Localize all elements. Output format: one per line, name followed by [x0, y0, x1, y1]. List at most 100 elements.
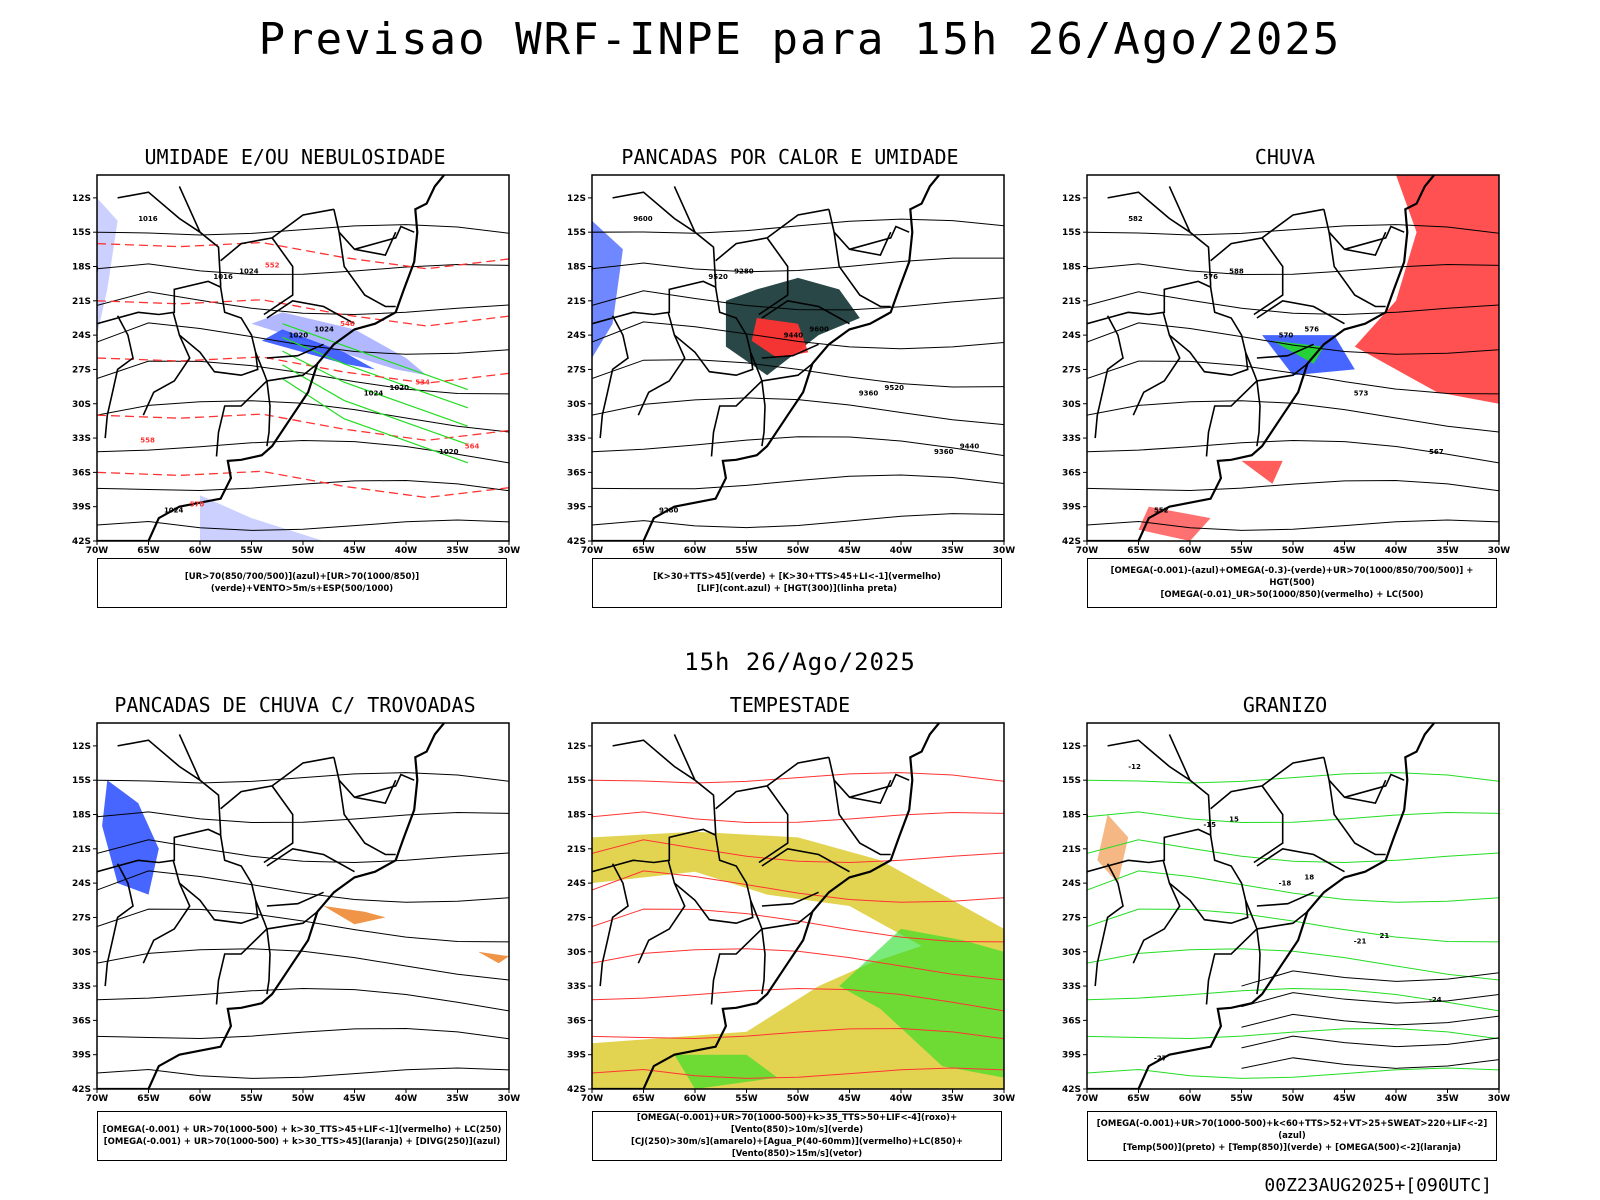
map: 582 576 570 573 567 552 588 576 12S 15S 18S 21S 24S 2… [1062, 174, 1510, 556]
state-border [354, 225, 415, 251]
lat-tick-label: 36S [72, 468, 91, 478]
lon-tick-label: 35W [1436, 546, 1459, 556]
state-border [178, 186, 201, 233]
state-border [220, 756, 335, 810]
contour-label: -24 [1429, 996, 1442, 1004]
state-border [1328, 232, 1386, 308]
lat-tick-label: 33S [1062, 982, 1081, 992]
lat-tick-label: 27S [567, 365, 586, 375]
lon-tick-label: 55W [240, 546, 263, 556]
state-border [1256, 891, 1314, 907]
state-border [1094, 863, 1124, 987]
state-border [758, 237, 789, 316]
state-border [354, 773, 415, 799]
state-border [1253, 237, 1284, 316]
map-borders [592, 723, 940, 1089]
lon-tick-label: 30W [1488, 1094, 1511, 1104]
contour-label: 1016 [213, 273, 233, 281]
lon-tick-label: 60W [684, 546, 707, 556]
state-border [263, 237, 294, 316]
contour-label: -15 [1203, 821, 1216, 829]
contour-lines [1087, 772, 1499, 1079]
lon-tick-label: 60W [189, 546, 212, 556]
contour-label: -27 [1154, 1054, 1167, 1062]
contour-label: 564 [465, 442, 480, 450]
state-border [1210, 756, 1325, 810]
contour-label: 1024 [239, 267, 259, 275]
lon-tick-label: 65W [1127, 546, 1150, 556]
lon-tick-label: 40W [890, 546, 913, 556]
state-border [761, 847, 850, 873]
lat-tick-label: 42S [1062, 537, 1081, 547]
state-border [266, 299, 355, 325]
panel-pancadas-trovoadas: PANCADAS DE CHUVA C/ TROVOADAS 12S 15S 18S… [45, 693, 545, 1163]
lon-tick-label: 70W [86, 1094, 109, 1104]
state-border [1344, 773, 1405, 799]
state-border [1256, 380, 1261, 447]
lat-tick-label: 15S [1062, 776, 1081, 786]
state-border [667, 834, 754, 925]
state-border [761, 299, 850, 325]
state-border [592, 865, 613, 873]
state-border [178, 734, 201, 781]
map-borders [1087, 723, 1435, 1089]
state-border [828, 757, 892, 805]
lat-tick-label: 24S [1062, 879, 1081, 889]
lat-tick-label: 33S [72, 982, 91, 992]
lon-tick-label: 60W [189, 1094, 212, 1104]
state-border [97, 317, 118, 325]
contour-lines [97, 224, 509, 531]
contour-label: 570 [190, 501, 205, 509]
lon-tick-label: 50W [1282, 1094, 1305, 1104]
panel-chuva: CHUVA 582 576 570 573 567 552 588 576 12S 15S 18S 2… [1035, 145, 1535, 615]
state-border [338, 780, 396, 856]
legend-line: [UR>70(850/700/500)](azul)+[UR>70(1000/8… [184, 572, 420, 594]
lat-tick-label: 33S [567, 434, 586, 444]
lat-tick-label: 30S [72, 948, 91, 958]
contour-label: 576 [1304, 326, 1319, 334]
state-border [1162, 286, 1249, 377]
state-border [1210, 208, 1325, 262]
lat-tick-label: 36S [1062, 468, 1081, 478]
lat-tick-label: 24S [567, 331, 586, 341]
legend-line: [OMEGA(-0.01)_UR>50(1000/850)(vermelho) … [1160, 590, 1424, 600]
state-border [599, 315, 629, 439]
state-border [637, 334, 686, 416]
state-border [673, 186, 696, 233]
precip-fields [592, 220, 860, 376]
lon-tick-label: 40W [1385, 546, 1408, 556]
lat-tick-label: 27S [72, 913, 91, 923]
legend-line: [OMEGA(-0.001) + UR>70(1000-500) + k>30_… [102, 1125, 502, 1135]
contour-lines [97, 772, 509, 1079]
state-border [104, 315, 134, 439]
contour-label: 558 [140, 437, 155, 445]
contour-label: 534 [415, 378, 430, 386]
panel-tempestade: TEMPESTADE 12S 15S 18S 21S 24S 27S 30S 33S 36S 39… [540, 693, 1040, 1163]
panel-legend: [OMEGA(-0.001)+UR>70(1000-500)+k<60+TTS>… [1087, 1111, 1497, 1161]
state-border [612, 191, 717, 319]
contour-label: 18 [1304, 874, 1314, 882]
state-border [673, 734, 696, 781]
state-border [142, 882, 191, 964]
lat-tick-label: 18S [1062, 811, 1081, 821]
coastline [97, 175, 445, 541]
state-border [172, 286, 259, 377]
panel-umidade: UMIDADE E/OU NEBULOSIDADE 1016 1016 1020 10… [45, 145, 545, 615]
state-border [828, 209, 892, 257]
legend-line: [Temp(500)](preto) + [Temp(850)](verde) … [1122, 1143, 1462, 1153]
state-border [1132, 334, 1181, 416]
state-border [333, 209, 397, 257]
state-border [266, 911, 318, 930]
state-border [1107, 191, 1212, 319]
lon-tick-label: 60W [1179, 546, 1202, 556]
lat-tick-label: 36S [567, 1016, 586, 1026]
lon-tick-label: 45W [838, 546, 861, 556]
contour-label: 9280 [659, 506, 679, 514]
lon-tick-label: 30W [498, 546, 521, 556]
contour-label: 9360 [934, 448, 954, 456]
state-border [1256, 299, 1345, 325]
lat-tick-label: 27S [1062, 365, 1081, 375]
lon-tick-label: 70W [86, 546, 109, 556]
state-border [761, 891, 819, 907]
lon-tick-label: 45W [1333, 546, 1356, 556]
